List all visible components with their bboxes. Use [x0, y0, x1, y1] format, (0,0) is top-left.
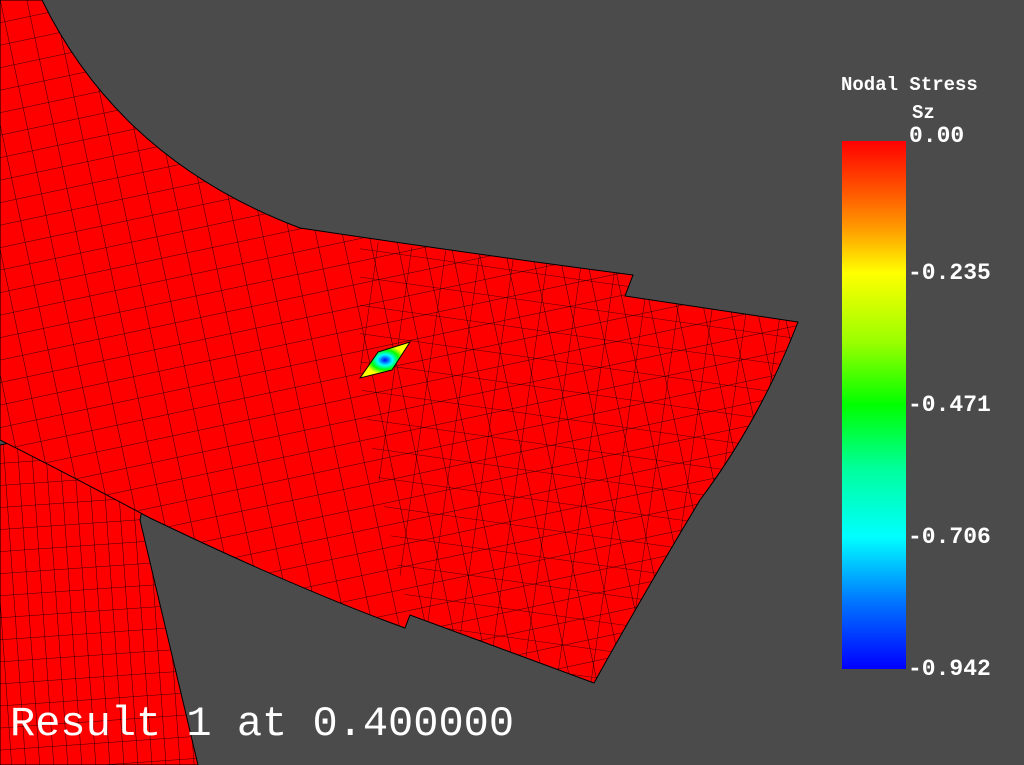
legend-tick-label: 0.00: [909, 123, 965, 149]
legend-tick-label: -0.942: [908, 656, 991, 682]
mesh-part-right-flap: [360, 240, 798, 683]
result-status-label: Result 1 at 0.400000: [10, 700, 515, 748]
legend-tick-label: -0.706: [908, 523, 991, 550]
legend-tick-label: -0.471: [908, 392, 991, 418]
legend-subtitle: Sz: [912, 102, 935, 124]
legend-tick-label: -0.235: [908, 259, 991, 286]
legend-title: Nodal Stress: [841, 74, 978, 96]
stress-hotspot: [358, 341, 412, 379]
legend-colorbar: [842, 141, 906, 669]
